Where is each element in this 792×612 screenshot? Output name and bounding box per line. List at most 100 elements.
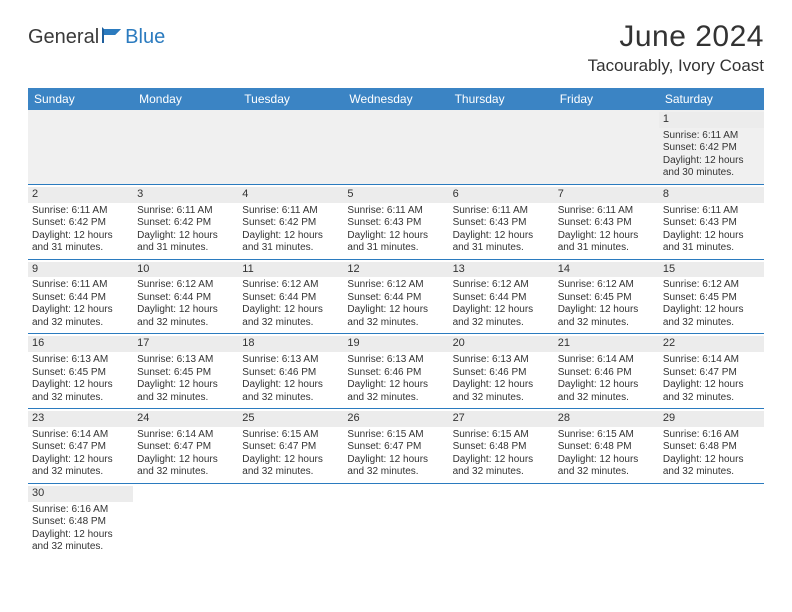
day-details: Sunrise: 6:15 AMSunset: 6:47 PMDaylight:… xyxy=(347,429,444,479)
empty-cell xyxy=(238,110,343,184)
flag-icon xyxy=(101,26,123,49)
day-details: Sunrise: 6:16 AMSunset: 6:48 PMDaylight:… xyxy=(663,429,760,479)
empty-cell xyxy=(133,110,238,184)
sunset-line: Sunset: 6:46 PM xyxy=(453,367,550,380)
calendar-row: 16Sunrise: 6:13 AMSunset: 6:45 PMDayligh… xyxy=(28,334,764,409)
weekday-header-row: SundayMondayTuesdayWednesdayThursdayFrid… xyxy=(28,88,764,110)
day-number: 11 xyxy=(238,262,343,278)
daylight-line-1: Daylight: 12 hours xyxy=(242,454,339,467)
day-number: 9 xyxy=(28,262,133,278)
sunrise-line: Sunrise: 6:11 AM xyxy=(32,279,129,292)
empty-cell xyxy=(133,483,238,557)
daylight-line-2: and 31 minutes. xyxy=(242,242,339,255)
day-number: 23 xyxy=(28,411,133,427)
sunrise-line: Sunrise: 6:12 AM xyxy=(347,279,444,292)
day-cell: 6Sunrise: 6:11 AMSunset: 6:43 PMDaylight… xyxy=(449,184,554,259)
sunset-line: Sunset: 6:47 PM xyxy=(137,441,234,454)
daylight-line-2: and 31 minutes. xyxy=(347,242,444,255)
sunrise-line: Sunrise: 6:11 AM xyxy=(347,205,444,218)
daylight-line-2: and 32 minutes. xyxy=(558,392,655,405)
weekday-header: Sunday xyxy=(28,88,133,110)
daylight-line-1: Daylight: 12 hours xyxy=(137,454,234,467)
sunset-line: Sunset: 6:45 PM xyxy=(558,292,655,305)
day-number: 24 xyxy=(133,411,238,427)
daylight-line-1: Daylight: 12 hours xyxy=(347,379,444,392)
sunrise-line: Sunrise: 6:11 AM xyxy=(32,205,129,218)
daylight-line-2: and 32 minutes. xyxy=(558,317,655,330)
sunrise-line: Sunrise: 6:11 AM xyxy=(663,130,760,143)
daylight-line-2: and 32 minutes. xyxy=(242,317,339,330)
day-details: Sunrise: 6:14 AMSunset: 6:47 PMDaylight:… xyxy=(32,429,129,479)
day-cell: 24Sunrise: 6:14 AMSunset: 6:47 PMDayligh… xyxy=(133,409,238,484)
day-details: Sunrise: 6:11 AMSunset: 6:42 PMDaylight:… xyxy=(242,205,339,255)
daylight-line-2: and 32 minutes. xyxy=(558,466,655,479)
day-number: 30 xyxy=(28,486,133,502)
day-cell: 26Sunrise: 6:15 AMSunset: 6:47 PMDayligh… xyxy=(343,409,448,484)
day-details: Sunrise: 6:15 AMSunset: 6:48 PMDaylight:… xyxy=(453,429,550,479)
calendar-row: 9Sunrise: 6:11 AMSunset: 6:44 PMDaylight… xyxy=(28,259,764,334)
daylight-line-1: Daylight: 12 hours xyxy=(558,304,655,317)
sunset-line: Sunset: 6:47 PM xyxy=(242,441,339,454)
day-number: 18 xyxy=(238,336,343,352)
sunset-line: Sunset: 6:44 PM xyxy=(242,292,339,305)
daylight-line-1: Daylight: 12 hours xyxy=(32,529,129,542)
daylight-line-2: and 32 minutes. xyxy=(347,392,444,405)
logo-text-general: General xyxy=(28,26,99,49)
sunrise-line: Sunrise: 6:13 AM xyxy=(242,354,339,367)
daylight-line-1: Daylight: 12 hours xyxy=(347,230,444,243)
day-number: 13 xyxy=(449,262,554,278)
sunrise-line: Sunrise: 6:11 AM xyxy=(137,205,234,218)
daylight-line-2: and 32 minutes. xyxy=(32,317,129,330)
calendar-row: 2Sunrise: 6:11 AMSunset: 6:42 PMDaylight… xyxy=(28,184,764,259)
sunset-line: Sunset: 6:43 PM xyxy=(558,217,655,230)
daylight-line-2: and 31 minutes. xyxy=(32,242,129,255)
day-number: 8 xyxy=(659,187,764,203)
day-details: Sunrise: 6:13 AMSunset: 6:46 PMDaylight:… xyxy=(242,354,339,404)
daylight-line-1: Daylight: 12 hours xyxy=(137,230,234,243)
day-cell: 11Sunrise: 6:12 AMSunset: 6:44 PMDayligh… xyxy=(238,259,343,334)
day-cell: 21Sunrise: 6:14 AMSunset: 6:46 PMDayligh… xyxy=(554,334,659,409)
sunset-line: Sunset: 6:42 PM xyxy=(242,217,339,230)
day-details: Sunrise: 6:14 AMSunset: 6:47 PMDaylight:… xyxy=(663,354,760,404)
daylight-line-1: Daylight: 12 hours xyxy=(32,304,129,317)
sunset-line: Sunset: 6:44 PM xyxy=(453,292,550,305)
day-details: Sunrise: 6:11 AMSunset: 6:42 PMDaylight:… xyxy=(32,205,129,255)
day-details: Sunrise: 6:15 AMSunset: 6:48 PMDaylight:… xyxy=(558,429,655,479)
sunset-line: Sunset: 6:44 PM xyxy=(32,292,129,305)
weekday-header: Tuesday xyxy=(238,88,343,110)
daylight-line-1: Daylight: 12 hours xyxy=(558,454,655,467)
daylight-line-2: and 31 minutes. xyxy=(558,242,655,255)
daylight-line-1: Daylight: 12 hours xyxy=(347,454,444,467)
day-details: Sunrise: 6:11 AMSunset: 6:43 PMDaylight:… xyxy=(663,205,760,255)
day-cell: 27Sunrise: 6:15 AMSunset: 6:48 PMDayligh… xyxy=(449,409,554,484)
day-number: 16 xyxy=(28,336,133,352)
day-number: 12 xyxy=(343,262,448,278)
daylight-line-1: Daylight: 12 hours xyxy=(32,379,129,392)
daylight-line-1: Daylight: 12 hours xyxy=(242,230,339,243)
logo-text-blue: Blue xyxy=(125,26,165,49)
day-cell: 5Sunrise: 6:11 AMSunset: 6:43 PMDaylight… xyxy=(343,184,448,259)
daylight-line-1: Daylight: 12 hours xyxy=(137,379,234,392)
daylight-line-1: Daylight: 12 hours xyxy=(137,304,234,317)
day-number: 6 xyxy=(449,187,554,203)
day-number: 7 xyxy=(554,187,659,203)
sunset-line: Sunset: 6:48 PM xyxy=(453,441,550,454)
day-cell: 13Sunrise: 6:12 AMSunset: 6:44 PMDayligh… xyxy=(449,259,554,334)
empty-cell xyxy=(28,110,133,184)
day-cell: 22Sunrise: 6:14 AMSunset: 6:47 PMDayligh… xyxy=(659,334,764,409)
sunset-line: Sunset: 6:44 PM xyxy=(137,292,234,305)
sunrise-line: Sunrise: 6:15 AM xyxy=(242,429,339,442)
day-details: Sunrise: 6:12 AMSunset: 6:44 PMDaylight:… xyxy=(347,279,444,329)
sunrise-line: Sunrise: 6:15 AM xyxy=(453,429,550,442)
sunset-line: Sunset: 6:48 PM xyxy=(663,441,760,454)
daylight-line-2: and 32 minutes. xyxy=(137,392,234,405)
day-details: Sunrise: 6:13 AMSunset: 6:46 PMDaylight:… xyxy=(453,354,550,404)
sunset-line: Sunset: 6:46 PM xyxy=(558,367,655,380)
empty-cell xyxy=(554,483,659,557)
day-details: Sunrise: 6:13 AMSunset: 6:46 PMDaylight:… xyxy=(347,354,444,404)
day-details: Sunrise: 6:12 AMSunset: 6:45 PMDaylight:… xyxy=(558,279,655,329)
daylight-line-1: Daylight: 12 hours xyxy=(32,230,129,243)
day-details: Sunrise: 6:16 AMSunset: 6:48 PMDaylight:… xyxy=(32,504,129,554)
day-number: 14 xyxy=(554,262,659,278)
day-number: 19 xyxy=(343,336,448,352)
